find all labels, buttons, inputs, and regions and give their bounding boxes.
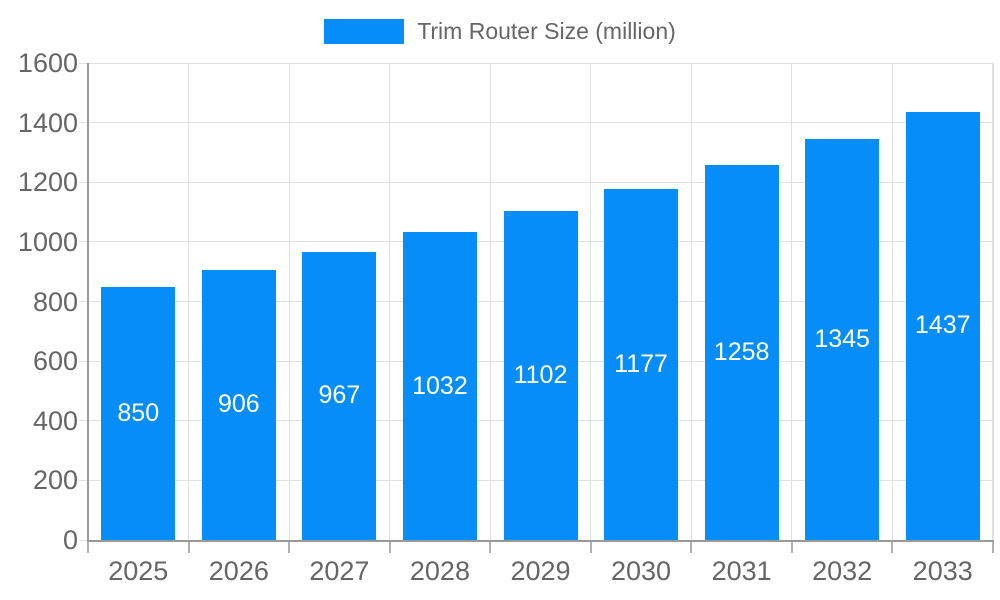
gridline-horizontal (88, 181, 993, 183)
x-axis-tick (790, 542, 793, 553)
x-axis-tick (992, 542, 994, 553)
x-axis-label: 2031 (711, 556, 772, 586)
bar-value-label: 1258 (713, 337, 770, 366)
y-axis-label: 1400 (17, 107, 78, 138)
gridline-vertical (288, 63, 290, 540)
x-axis-label: 2033 (912, 556, 973, 586)
gridline-vertical (690, 63, 692, 540)
x-axis-tick (388, 542, 391, 553)
y-axis-label: 1200 (17, 167, 78, 198)
bar-value-label: 1102 (513, 361, 568, 390)
y-axis-tick (79, 181, 88, 183)
bar[interactable]: 906 (201, 269, 276, 540)
bar[interactable]: 1437 (905, 111, 980, 540)
bar-value-label: 1177 (614, 350, 668, 379)
legend: Trim Router Size (million) (0, 18, 1000, 45)
bar-value-label: 967 (318, 381, 361, 410)
bar-value-label: 850 (117, 398, 160, 427)
x-axis-label: 2032 (812, 556, 873, 586)
legend-swatch[interactable] (324, 19, 405, 44)
bar-value-label: 906 (217, 390, 260, 419)
gridline-horizontal (88, 122, 993, 124)
y-axis-label: 200 (32, 465, 78, 496)
gridline-vertical (791, 63, 793, 540)
bar[interactable]: 1258 (704, 164, 779, 540)
x-axis-tick (187, 542, 190, 553)
y-axis-label: 0 (62, 525, 78, 555)
gridline-vertical (389, 63, 391, 540)
y-axis-tick (79, 539, 88, 541)
x-axis-tick (891, 542, 894, 553)
legend-label[interactable]: Trim Router Size (million) (417, 18, 676, 44)
y-axis-label: 400 (32, 405, 78, 436)
x-axis-tick (87, 542, 89, 553)
y-axis-tick (79, 241, 88, 243)
bar-value-label: 1032 (412, 371, 468, 400)
x-axis-tick (589, 542, 592, 553)
x-axis-tick (690, 542, 693, 553)
y-axis-tick (79, 301, 88, 302)
y-axis-tick (79, 122, 88, 124)
y-axis-label: 1000 (17, 226, 78, 257)
y-axis-tick (79, 420, 88, 422)
gridline-horizontal (88, 62, 993, 64)
y-axis-line (87, 63, 89, 540)
x-axis-label: 2028 (409, 556, 470, 586)
x-axis-label: 2027 (309, 556, 370, 586)
x-axis-tick (489, 542, 492, 553)
bar-value-label: 1345 (814, 325, 870, 353)
x-axis-label: 2025 (108, 556, 169, 586)
gridline-vertical (489, 63, 491, 540)
y-axis-tick (79, 360, 88, 362)
bar[interactable]: 1032 (402, 232, 477, 540)
y-axis-label: 1600 (17, 48, 78, 78)
x-axis-label: 2026 (208, 556, 269, 586)
bar[interactable]: 1345 (805, 139, 880, 540)
gridline-vertical (891, 63, 893, 540)
y-axis-tick (79, 479, 88, 481)
x-axis-label: 2029 (510, 556, 571, 586)
gridline-vertical (590, 63, 592, 540)
bar[interactable]: 850 (101, 286, 176, 540)
plot-border-right (992, 63, 994, 540)
gridline-vertical (188, 63, 190, 540)
y-axis-tick (79, 62, 88, 64)
bar-value-label: 1437 (914, 311, 971, 340)
y-axis-label: 600 (32, 346, 78, 377)
x-axis-line (87, 540, 994, 542)
y-axis-label: 800 (32, 286, 78, 317)
x-axis-tick (288, 542, 291, 553)
x-axis-label: 2030 (611, 556, 672, 586)
bar[interactable]: 1102 (503, 211, 578, 540)
bar[interactable]: 1177 (604, 189, 679, 540)
bar[interactable]: 967 (302, 251, 377, 540)
